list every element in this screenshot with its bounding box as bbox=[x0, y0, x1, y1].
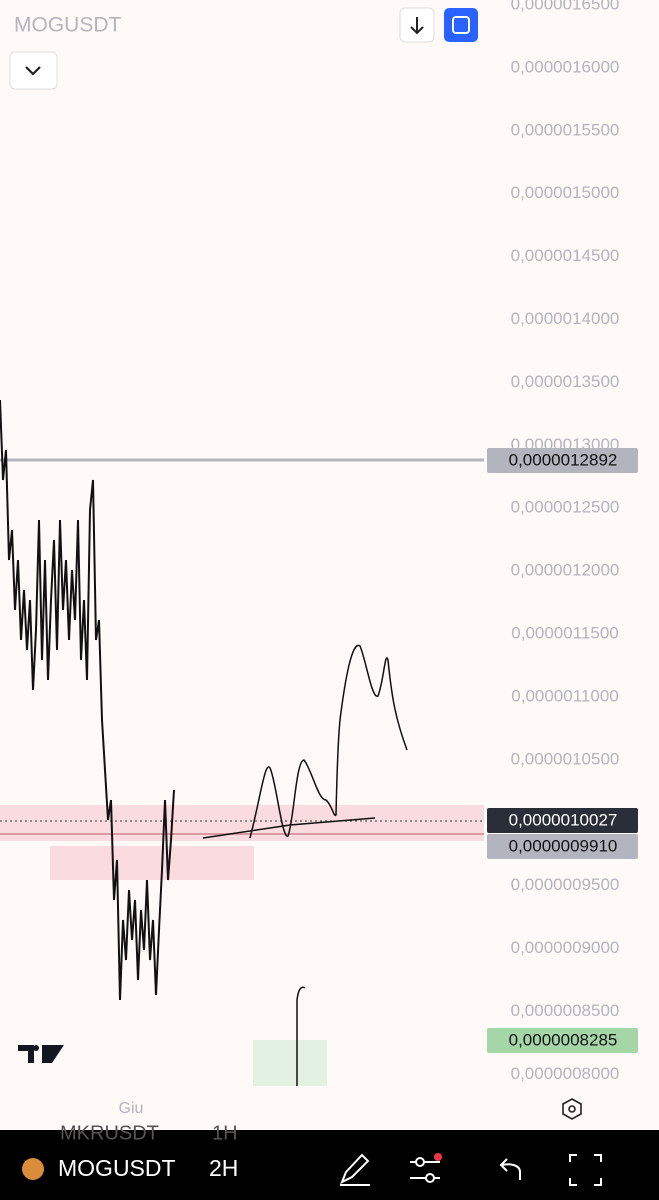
price-axis-label: 0,0000012000 bbox=[511, 561, 620, 580]
toolbar-interval[interactable]: 2H bbox=[209, 1155, 238, 1181]
symbol-icon bbox=[22, 1158, 44, 1180]
drawing-path bbox=[296, 986, 306, 1086]
zone bbox=[50, 846, 254, 880]
collapse-button[interactable] bbox=[9, 51, 58, 90]
notification-dot bbox=[434, 1153, 442, 1161]
zone bbox=[253, 1040, 327, 1086]
price-axis-label: 0,0000011000 bbox=[511, 686, 618, 705]
price-axis-label: 0,0000016000 bbox=[511, 57, 620, 76]
price-axis-label: 0,0000009500 bbox=[511, 875, 620, 894]
price-axis-label: 0,0000014000 bbox=[511, 309, 620, 328]
settings-icon bbox=[568, 1105, 576, 1113]
ghost-interval: 1H bbox=[212, 1122, 238, 1144]
symbol-title: MOGUSDT bbox=[14, 14, 122, 37]
price-axis-label: 0,0000011500 bbox=[511, 623, 618, 642]
zone bbox=[0, 805, 484, 841]
price-candles bbox=[0, 399, 175, 1001]
fullscreen-icon[interactable] bbox=[569, 1154, 602, 1186]
logo bbox=[33, 1045, 39, 1051]
toolbar-symbol[interactable]: MOGUSDT bbox=[58, 1155, 176, 1181]
price-axis-label: 0,0000012500 bbox=[511, 498, 620, 517]
price-axis-label: 0,0000015500 bbox=[511, 120, 620, 139]
chevron-icon bbox=[25, 66, 41, 76]
price-axis-label: 0,0000014500 bbox=[511, 246, 620, 265]
price-axis-label: 0,0000008000 bbox=[511, 1064, 620, 1083]
price-tag bbox=[487, 808, 638, 833]
price-tag-label: 0,0000010027 bbox=[509, 810, 618, 829]
price-axis-label: 0,0000010500 bbox=[511, 749, 620, 768]
price-tag bbox=[487, 448, 638, 473]
price-axis-label: 0,0000009000 bbox=[511, 938, 620, 957]
indicators-icon bbox=[415, 1157, 425, 1167]
fullscreen-icon bbox=[452, 16, 470, 34]
draw-icon[interactable] bbox=[340, 1153, 370, 1186]
fullscreen-button[interactable] bbox=[444, 8, 478, 42]
price-tag-label: 0,0000012892 bbox=[509, 450, 618, 469]
price-axis-label: 0,0000008500 bbox=[511, 1001, 620, 1020]
arrow-icon bbox=[410, 17, 424, 35]
time-label: Giu bbox=[119, 1100, 144, 1117]
price-tag-label: 0,0000008285 bbox=[509, 1030, 618, 1049]
price-axis-label: 0,0000016500 bbox=[511, 0, 620, 13]
price-tag-label: 0,0000009910 bbox=[509, 836, 618, 855]
price-axis-label: 0,0000015000 bbox=[511, 183, 620, 202]
price-axis-label: 0,0000013500 bbox=[511, 372, 620, 391]
ghost-symbol: MKRUSDT bbox=[60, 1122, 159, 1144]
indicators-icon bbox=[425, 1173, 435, 1183]
bottom-toolbar bbox=[0, 1130, 659, 1200]
settings-icon[interactable] bbox=[562, 1098, 582, 1120]
undo-icon[interactable] bbox=[499, 1158, 521, 1180]
logo bbox=[18, 1045, 64, 1063]
price-tag bbox=[487, 1028, 638, 1053]
drawing-path bbox=[249, 644, 408, 839]
price-tag bbox=[487, 834, 638, 859]
